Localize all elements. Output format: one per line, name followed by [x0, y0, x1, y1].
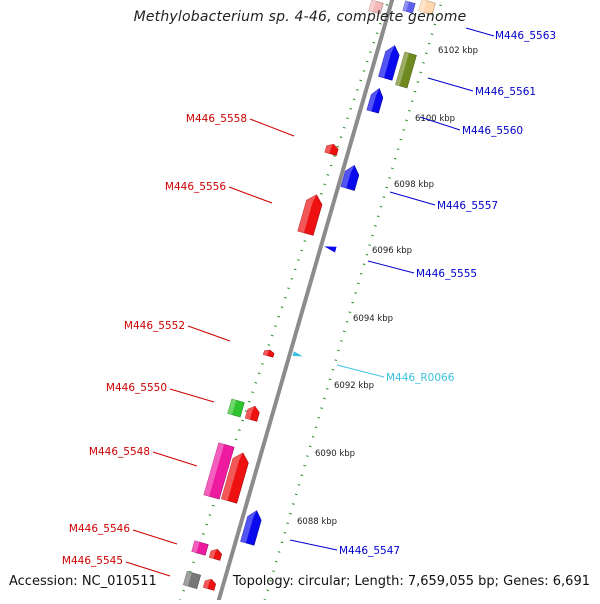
- accession-text: Accession: NC_010511: [9, 574, 157, 589]
- scale-label: 6096 kbp: [372, 246, 412, 256]
- gene-label-m446-5547[interactable]: M446_5547: [289, 539, 400, 557]
- gene-label-m446-5546[interactable]: M446_5546: [69, 523, 178, 545]
- gene-m446-5548-cog: [203, 442, 235, 500]
- gene-m446-5545: [202, 578, 217, 591]
- leader-line: [367, 260, 415, 274]
- ring-ticks: [177, 0, 444, 604]
- gene-m446-r0066: [292, 351, 303, 357]
- scale-label: 6088 kbp: [297, 517, 337, 527]
- gene-label-m446-5555[interactable]: M446_5555: [367, 260, 477, 280]
- gene-label-text: M446_5550: [106, 382, 167, 394]
- gene-m446-5552: [262, 349, 275, 358]
- gene-label-m446-5557[interactable]: M446_5557: [389, 191, 498, 212]
- ring-ticks-inner: [177, 0, 390, 604]
- gene-m446-5556: [297, 194, 323, 236]
- gene-m446-5562: [418, 0, 436, 16]
- leader-line: [152, 451, 198, 467]
- gene-m446-5557: [340, 165, 360, 191]
- gene-features: [182, 0, 436, 591]
- gene-m446-5550-cog: [227, 398, 245, 418]
- gene-label-m446-5561[interactable]: M446_5561: [427, 77, 536, 98]
- scale-label: 6102 kbp: [438, 46, 478, 56]
- gene-label-m446-5563[interactable]: M446_5563: [465, 27, 556, 42]
- genome-backbone: [215, 0, 395, 604]
- gene-m446-5548: [221, 452, 249, 504]
- gene-label-text: M446_5558: [186, 113, 247, 125]
- gene-label-m446-5550[interactable]: M446_5550: [106, 382, 215, 403]
- gene-label-m446-5548[interactable]: M446_5548: [89, 446, 198, 467]
- gene-m446-5547: [240, 510, 262, 546]
- map-title: Methylobacterium sp. 4-46, complete geno…: [133, 9, 467, 25]
- scale-label: 6100 kbp: [415, 114, 455, 124]
- gene-m446-5561-cog: [395, 51, 417, 89]
- gene-m446-5558: [324, 143, 339, 156]
- gene-label-m446-5556[interactable]: M446_5556: [165, 181, 273, 204]
- gene-label-text: M446_5547: [339, 545, 400, 557]
- gene-label-text: M446_5545: [62, 555, 123, 567]
- gene-label-text: M446_5546: [69, 523, 130, 535]
- gene-label-text: M446_5557: [437, 200, 498, 212]
- gene-labels: M446_5563 M446_5561 M446_5560 M446_5558 M446…: [62, 27, 556, 577]
- gene-label-m446-5558[interactable]: M446_5558: [186, 113, 295, 137]
- gene-m446-5563: [402, 0, 416, 14]
- scale-label: 6094 kbp: [353, 314, 393, 324]
- leader-line: [249, 118, 295, 137]
- gene-m446-5555: [324, 246, 337, 253]
- topology-text: Topology: circular; Length: 7,659,055 bp…: [232, 574, 590, 589]
- leader-line: [125, 561, 171, 577]
- gene-label-m446-5545[interactable]: M446_5545: [62, 555, 171, 577]
- gene-label-text: M446_5552: [124, 320, 185, 332]
- gene-m446-5545-cog: [182, 570, 202, 590]
- leader-line: [427, 77, 474, 92]
- leader-line: [336, 364, 385, 378]
- leader-line: [389, 191, 436, 206]
- scale-label: 6090 kbp: [315, 449, 355, 459]
- scale-label: 6092 kbp: [334, 381, 374, 391]
- leader-line: [289, 539, 338, 551]
- leader-line: [187, 325, 231, 342]
- scale-labels: 6088 kbp 6090 kbp 6092 kbp 6094 kbp 6096 kbp…: [297, 46, 478, 527]
- gene-m446-5546: [208, 548, 223, 561]
- ring-ticks-outer: [262, 0, 444, 604]
- gene-m446-5560: [366, 87, 384, 114]
- gene-m446-5564: [368, 0, 384, 15]
- gene-label-m446-5560[interactable]: M446_5560: [419, 116, 523, 137]
- gene-label-text: M446_5563: [495, 30, 556, 42]
- leader-line: [169, 388, 215, 403]
- gene-label-text: M446_R0066: [386, 372, 455, 384]
- gene-label-m446-r0066[interactable]: M446_R0066: [336, 364, 455, 384]
- leader-line: [465, 27, 495, 37]
- gene-label-text: M446_5548: [89, 446, 150, 458]
- gene-label-text: M446_5556: [165, 181, 226, 193]
- gene-m446-5561: [378, 45, 400, 81]
- leader-line: [228, 186, 273, 204]
- gene-label-m446-5552[interactable]: M446_5552: [124, 320, 231, 342]
- leader-line: [419, 116, 461, 131]
- gene-label-text: M446_5560: [462, 125, 523, 137]
- gene-m446-5550: [244, 405, 260, 422]
- scale-label: 6098 kbp: [394, 180, 434, 190]
- gene-label-text: M446_5555: [416, 268, 477, 280]
- leader-line: [132, 529, 178, 545]
- gene-m446-5546-cog: [191, 540, 209, 556]
- gene-label-text: M446_5561: [475, 86, 536, 98]
